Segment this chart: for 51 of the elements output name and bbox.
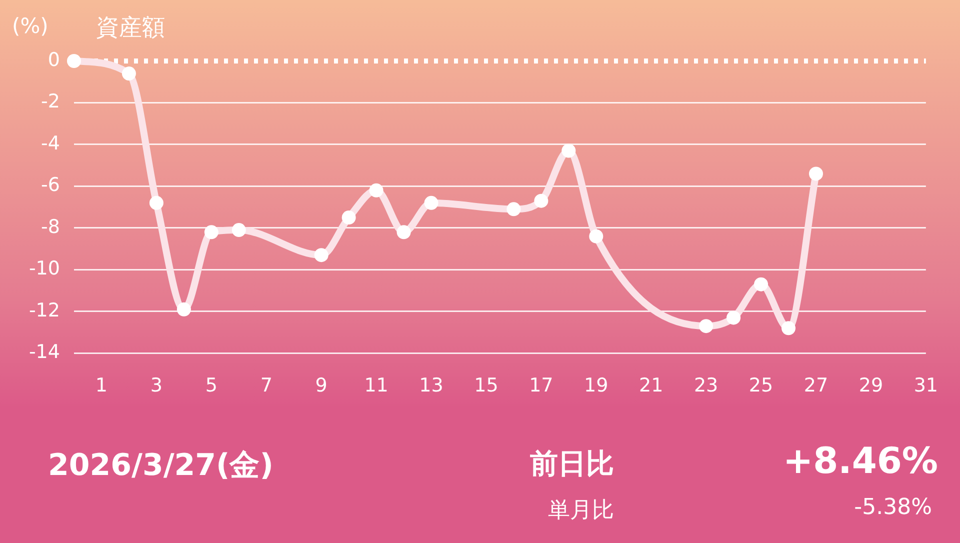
point <box>232 223 246 238</box>
x-tick-label: 29 <box>858 374 884 397</box>
point <box>149 196 164 210</box>
point <box>424 196 438 210</box>
point <box>699 319 714 334</box>
point <box>754 277 768 292</box>
point <box>726 310 741 325</box>
point <box>562 144 576 158</box>
x-tick-label: 21 <box>639 374 664 397</box>
y-tick-label: -8 <box>41 216 60 238</box>
point <box>122 66 136 81</box>
point <box>534 194 548 208</box>
point <box>506 202 521 216</box>
x-tick-label: 15 <box>474 374 498 397</box>
point <box>369 183 384 198</box>
x-tick-label: 25 <box>748 374 774 397</box>
x-tick-label: 9 <box>315 374 328 397</box>
point <box>204 225 218 240</box>
x-tick-label: 7 <box>260 374 272 397</box>
y-tick-label: -4 <box>41 132 60 154</box>
x-tick-label: 17 <box>529 374 554 397</box>
y-tick-label: -10 <box>28 258 60 280</box>
x-tick-label: 1 <box>95 374 108 397</box>
y-tick-label: 0 <box>48 48 60 71</box>
point <box>589 229 604 244</box>
text: 2026/3/27(金) <box>48 447 274 485</box>
text: 単月比 <box>548 497 614 525</box>
point <box>314 248 328 262</box>
x-tick-label: 13 <box>419 374 444 397</box>
x-tick-label: 5 <box>205 374 218 397</box>
point <box>782 321 796 336</box>
point <box>396 225 411 240</box>
y-tick-label: -14 <box>28 341 60 364</box>
y-tick-label: -2 <box>41 90 60 113</box>
text: 前日比 <box>530 446 614 482</box>
chart-title: 資産額 <box>96 14 165 43</box>
point <box>67 54 81 68</box>
x-tick-label: 3 <box>150 374 162 397</box>
y-tick-label: -6 <box>41 174 60 196</box>
point <box>808 166 823 181</box>
y-axis-title: (%) <box>12 14 48 38</box>
x-tick-label: 31 <box>914 374 938 397</box>
y-tick-label: -12 <box>28 299 60 322</box>
text: +8.46% <box>782 441 938 482</box>
point <box>176 302 191 316</box>
x-tick-label: 19 <box>584 374 608 397</box>
point <box>342 210 356 225</box>
x-tick-label: 23 <box>694 374 718 397</box>
x-tick-label: 27 <box>804 374 828 397</box>
x-tick-label: 11 <box>364 374 388 397</box>
text: -5.38% <box>854 495 932 520</box>
